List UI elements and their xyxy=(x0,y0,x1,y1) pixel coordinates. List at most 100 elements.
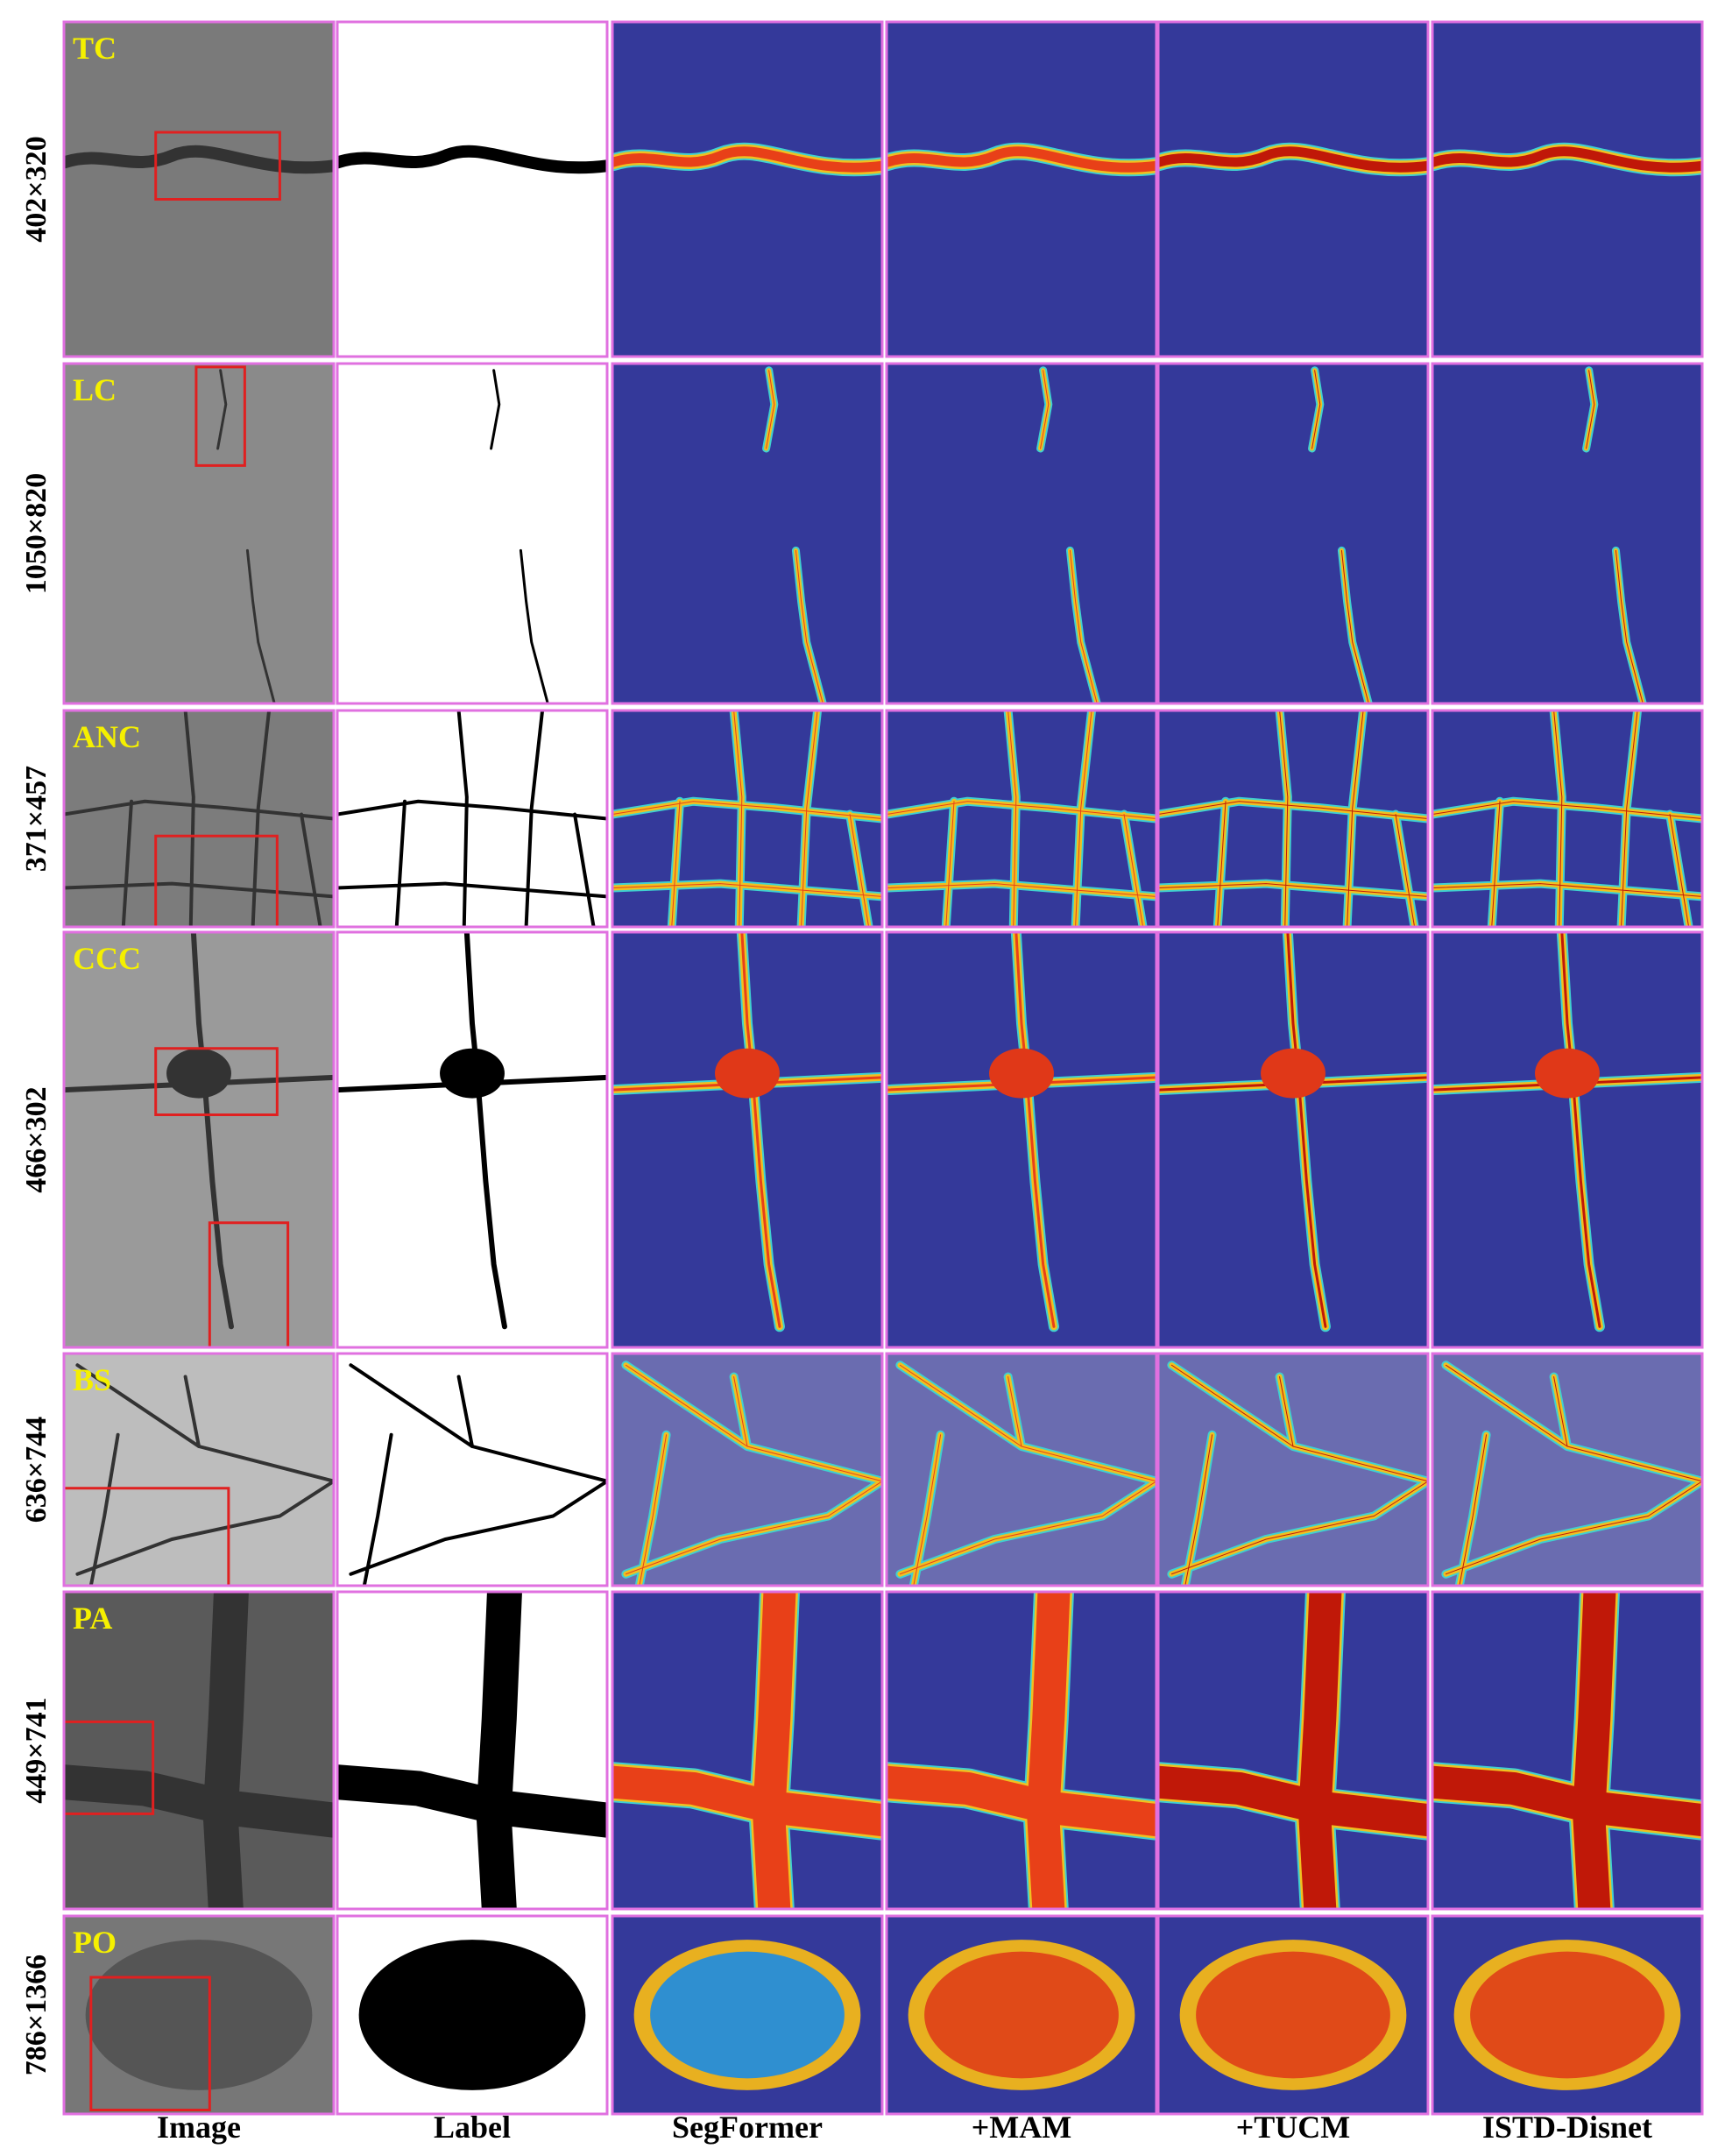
panel-border xyxy=(885,362,1158,705)
panel-bg xyxy=(64,710,334,927)
panel-border xyxy=(1431,20,1704,358)
column-label: ISTD-Disnet xyxy=(1482,2110,1652,2145)
panel-bg xyxy=(1432,1592,1702,1909)
panel-bg xyxy=(1158,22,1428,357)
row-tag: CCC xyxy=(73,941,141,976)
panel-border xyxy=(885,930,1158,1349)
heat-inner xyxy=(1312,371,1369,703)
row-tag: PO xyxy=(73,1925,117,1960)
heat-inner xyxy=(1432,152,1702,168)
panel xyxy=(337,710,607,927)
panel xyxy=(337,1916,607,2114)
heat-inner xyxy=(612,1592,882,1909)
heat-inner xyxy=(1041,371,1098,703)
panel xyxy=(64,1354,334,1586)
panel xyxy=(612,932,882,1347)
panel xyxy=(1158,364,1428,703)
panel xyxy=(887,1354,1156,1586)
panel-bg xyxy=(64,364,334,703)
panel-bg xyxy=(1432,22,1702,357)
panel-bg xyxy=(612,364,882,703)
crack xyxy=(77,1365,334,1586)
heat-inner xyxy=(1196,1951,1390,2079)
row-size: 466×302 xyxy=(20,1086,53,1192)
panel-border xyxy=(885,709,1158,929)
panel-border xyxy=(1156,709,1430,929)
row-size: 636×744 xyxy=(20,1417,53,1523)
panel-bg xyxy=(337,364,607,703)
crack xyxy=(337,152,607,168)
panel xyxy=(337,1592,607,1909)
row-tag: TC xyxy=(73,31,117,66)
heat-inner xyxy=(1432,710,1702,927)
heat-inner xyxy=(626,1365,882,1586)
crack xyxy=(64,152,334,168)
panel-border xyxy=(1156,1352,1430,1587)
crack xyxy=(337,710,607,927)
panel-border xyxy=(611,1352,884,1587)
panel-border xyxy=(62,1352,336,1587)
panel-border xyxy=(62,709,336,929)
row-size: 786×1366 xyxy=(20,1955,53,2075)
heat-inner xyxy=(887,1592,1156,1909)
row-tag: ANC xyxy=(73,719,141,754)
heat-inner xyxy=(1171,1365,1428,1586)
heat-inner xyxy=(1470,1951,1665,2079)
zoom-box xyxy=(156,1049,278,1115)
panel-border xyxy=(62,1914,336,2116)
panel xyxy=(612,1592,882,1909)
panel xyxy=(1158,1592,1428,1909)
panel-border xyxy=(1431,930,1704,1349)
panel-bg xyxy=(64,1592,334,1909)
heat-inner xyxy=(1158,710,1428,927)
column-label: Image xyxy=(157,2110,241,2145)
panel-border xyxy=(885,20,1158,358)
panel xyxy=(887,1916,1156,2114)
panel xyxy=(64,22,334,357)
zoom-box xyxy=(156,836,278,927)
crack xyxy=(64,710,334,927)
heat-blob xyxy=(989,1048,1054,1099)
panel xyxy=(64,1916,334,2114)
panel xyxy=(64,710,334,927)
panel-bg xyxy=(612,1592,882,1909)
panel xyxy=(612,710,882,927)
panel-bg xyxy=(887,1592,1156,1909)
panel xyxy=(887,22,1156,357)
panel-border xyxy=(1156,362,1430,705)
panel-border xyxy=(62,930,336,1349)
panel-border xyxy=(611,930,884,1349)
panel xyxy=(64,1592,334,1909)
panel-border xyxy=(62,20,336,358)
panel-border xyxy=(1156,1914,1430,2116)
heat-inner xyxy=(1158,1592,1428,1909)
panel xyxy=(337,1354,607,1586)
panel-border xyxy=(611,1914,884,2116)
panel-border xyxy=(1431,1352,1704,1587)
panel-border xyxy=(336,709,609,929)
panel-border xyxy=(1431,709,1704,929)
panel-bg xyxy=(612,22,882,357)
panel xyxy=(337,22,607,357)
heat-inner xyxy=(650,1951,845,2079)
heat-inner xyxy=(900,1365,1156,1586)
panel-bg xyxy=(337,1592,607,1909)
panel xyxy=(1432,932,1702,1347)
row-size: 402×320 xyxy=(20,136,53,242)
panel xyxy=(1432,22,1702,357)
zoom-box xyxy=(91,1977,210,2110)
panel xyxy=(337,932,607,1347)
crack-blob xyxy=(440,1048,505,1099)
panel xyxy=(1432,1354,1702,1586)
panel xyxy=(612,1354,882,1586)
panel-border xyxy=(611,709,884,929)
heat-inner xyxy=(887,152,1156,168)
panel xyxy=(1432,1592,1702,1909)
panel-border xyxy=(611,1590,884,1911)
panel xyxy=(612,364,882,703)
panel-border xyxy=(336,1914,609,2116)
heat-inner xyxy=(1446,1365,1702,1586)
panel-bg xyxy=(887,364,1156,703)
panel-border xyxy=(336,1590,609,1911)
